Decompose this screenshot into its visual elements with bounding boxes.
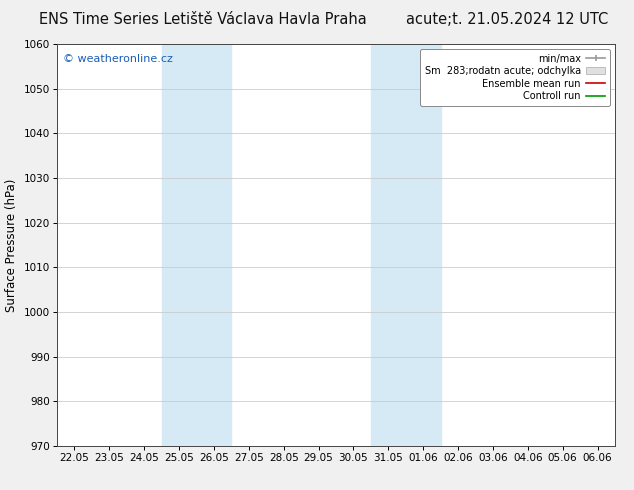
- Y-axis label: Surface Pressure (hPa): Surface Pressure (hPa): [5, 178, 18, 312]
- Text: © weatheronline.cz: © weatheronline.cz: [63, 54, 172, 64]
- Text: ENS Time Series Letiště Václava Havla Praha: ENS Time Series Letiště Václava Havla Pr…: [39, 12, 366, 27]
- Text: acute;t. 21.05.2024 12 UTC: acute;t. 21.05.2024 12 UTC: [406, 12, 609, 27]
- Legend: min/max, Sm  283;rodatn acute; odchylka, Ensemble mean run, Controll run: min/max, Sm 283;rodatn acute; odchylka, …: [420, 49, 610, 106]
- Bar: [162, 44, 231, 446]
- Bar: [371, 44, 441, 446]
